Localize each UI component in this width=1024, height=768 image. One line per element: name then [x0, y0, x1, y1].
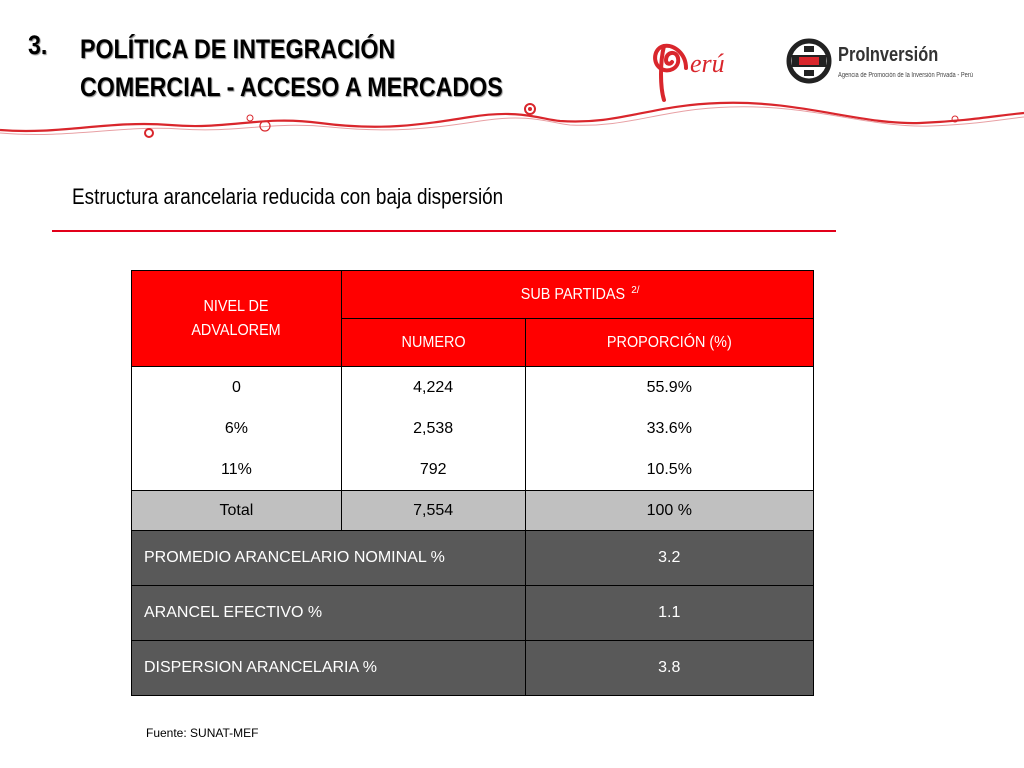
total-row: Total 7,554 100 % — [131, 490, 814, 531]
total-numero: 7,554 — [340, 490, 526, 531]
page-title-line-1: POLÍTICA DE INTEGRACIÓN — [80, 34, 396, 64]
summary-label: DISPERSION ARANCELARIA % — [131, 640, 526, 696]
summary-value: 1.1 — [524, 585, 814, 641]
total-proporcion: 100 % — [524, 490, 814, 531]
summary-row-dispersion: DISPERSION ARANCELARIA % 3.8 — [131, 640, 814, 696]
decorative-wave — [0, 101, 1024, 138]
peru-logo-text: erú — [690, 49, 725, 78]
subtitle-divider — [52, 230, 836, 232]
page-title-line-2: COMERCIAL - ACCESO A MERCADOS — [80, 72, 503, 102]
summary-label: PROMEDIO ARANCELARIO NOMINAL % — [131, 530, 526, 586]
header-numero: NUMERO — [340, 318, 526, 367]
footnote-marker: 2/ — [631, 284, 640, 296]
summary-value: 3.8 — [524, 640, 814, 696]
header-proporcion: PROPORCIÓN (%) — [524, 318, 814, 367]
cell-nivel: 6% — [131, 408, 342, 449]
proinversion-tagline: Agencia de Promoción de la Inversión Pri… — [838, 72, 973, 79]
table-row: 6% 2,538 33.6% — [131, 408, 814, 449]
cell-nivel: 0 — [131, 366, 342, 408]
summary-value: 3.2 — [524, 530, 814, 586]
cell-numero: 792 — [340, 449, 526, 491]
cell-proporcion: 33.6% — [524, 408, 814, 449]
proinversion-name: ProInversión — [838, 44, 939, 66]
table-row: 11% 792 10.5% — [131, 449, 814, 491]
cell-numero: 2,538 — [340, 408, 526, 449]
proinversion-logo: ProInversión Agencia de Promoción de la … — [786, 38, 1001, 88]
cell-proporcion: 10.5% — [524, 449, 814, 491]
total-label: Total — [131, 490, 342, 531]
cell-proporcion: 55.9% — [524, 366, 814, 408]
summary-row-promedio: PROMEDIO ARANCELARIO NOMINAL % 3.2 — [131, 530, 814, 586]
page-title: POLÍTICA DE INTEGRACIÓN COMERCIAL - ACCE… — [80, 30, 503, 106]
proinversion-emblem-icon — [786, 38, 832, 84]
tariff-structure-table: NIVEL DE ADVALOREM SUB PARTIDAS 2/ NUMERO… — [131, 270, 815, 696]
peru-brand-logo: erú — [653, 43, 725, 102]
slide-subtitle: Estructura arancelaria reducida con baja… — [72, 184, 504, 209]
header-sub-partidas-label: SUB PARTIDAS — [521, 286, 626, 304]
source-note: Fuente: SUNAT-MEF — [146, 726, 259, 740]
cell-nivel: 11% — [131, 449, 342, 491]
cell-numero: 4,224 — [340, 366, 526, 408]
summary-row-arancel-efectivo: ARANCEL EFECTIVO % 1.1 — [131, 585, 814, 641]
summary-label: ARANCEL EFECTIVO % — [131, 585, 526, 641]
table-row: 0 4,224 55.9% — [131, 366, 814, 408]
section-number: 3. — [28, 30, 48, 60]
header-sub-partidas: SUB PARTIDAS 2/ — [340, 270, 815, 319]
header-nivel-advalorem: NIVEL DE ADVALOREM — [131, 270, 342, 367]
